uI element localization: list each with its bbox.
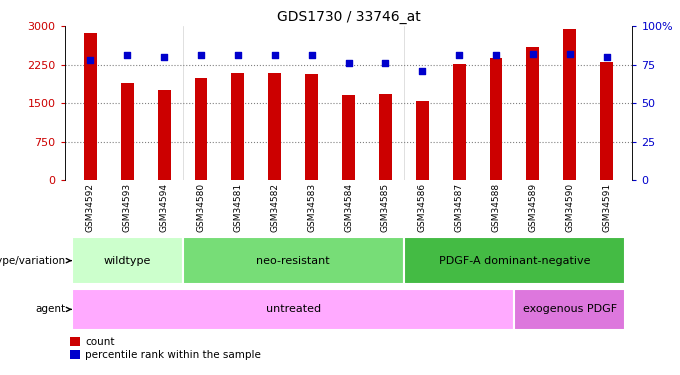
Bar	[563, 29, 576, 180]
Point	[85, 57, 96, 63]
Bar	[453, 64, 466, 180]
Text: agent: agent	[35, 304, 71, 314]
Bar	[269, 74, 282, 180]
Bar	[121, 82, 134, 180]
Text: GSM34592: GSM34592	[86, 183, 95, 232]
Text: PDGF-A dominant-negative: PDGF-A dominant-negative	[439, 256, 590, 266]
Point	[528, 51, 539, 57]
Point	[122, 53, 133, 58]
Text: GSM34585: GSM34585	[381, 183, 390, 232]
Point	[269, 53, 280, 58]
Bar	[526, 47, 539, 180]
Bar	[183, 237, 404, 284]
Text: GSM34594: GSM34594	[160, 183, 169, 232]
Text: genotype/variation: genotype/variation	[0, 256, 71, 266]
Legend: count, percentile rank within the sample: count, percentile rank within the sample	[70, 337, 261, 360]
Bar	[600, 62, 613, 180]
Text: GSM34581: GSM34581	[233, 183, 242, 232]
Point	[380, 60, 391, 66]
Text: exogenous PDGF: exogenous PDGF	[523, 304, 617, 314]
Bar	[379, 94, 392, 180]
Bar	[231, 74, 244, 180]
Text: GSM34586: GSM34586	[418, 183, 427, 232]
Point	[196, 53, 207, 58]
Text: GSM34584: GSM34584	[344, 183, 353, 232]
Bar	[342, 95, 355, 180]
Text: untreated: untreated	[266, 304, 321, 314]
Bar	[72, 289, 514, 330]
Title: GDS1730 / 33746_at: GDS1730 / 33746_at	[277, 10, 420, 24]
Point	[454, 53, 464, 58]
Bar	[158, 90, 171, 180]
Text: GSM34580: GSM34580	[197, 183, 205, 232]
Text: wildtype: wildtype	[103, 256, 151, 266]
Bar	[415, 101, 428, 180]
Text: GSM34593: GSM34593	[123, 183, 132, 232]
Point	[417, 68, 428, 74]
Text: neo-resistant: neo-resistant	[256, 256, 330, 266]
Point	[601, 54, 612, 60]
Text: GSM34591: GSM34591	[602, 183, 611, 232]
Bar	[490, 57, 503, 180]
Point	[233, 53, 243, 58]
Point	[490, 53, 501, 58]
Text: GSM34588: GSM34588	[492, 183, 500, 232]
Point	[158, 54, 169, 60]
Bar	[72, 237, 183, 284]
Bar	[404, 237, 625, 284]
Point	[564, 51, 575, 57]
Text: GSM34582: GSM34582	[270, 183, 279, 232]
Text: GSM34583: GSM34583	[307, 183, 316, 232]
Point	[306, 53, 317, 58]
Text: GSM34590: GSM34590	[565, 183, 574, 232]
Point	[343, 60, 354, 66]
Bar	[84, 33, 97, 180]
Bar	[514, 289, 625, 330]
Bar	[305, 74, 318, 180]
Text: GSM34589: GSM34589	[528, 183, 537, 232]
Text: GSM34587: GSM34587	[455, 183, 464, 232]
Bar	[194, 78, 207, 180]
